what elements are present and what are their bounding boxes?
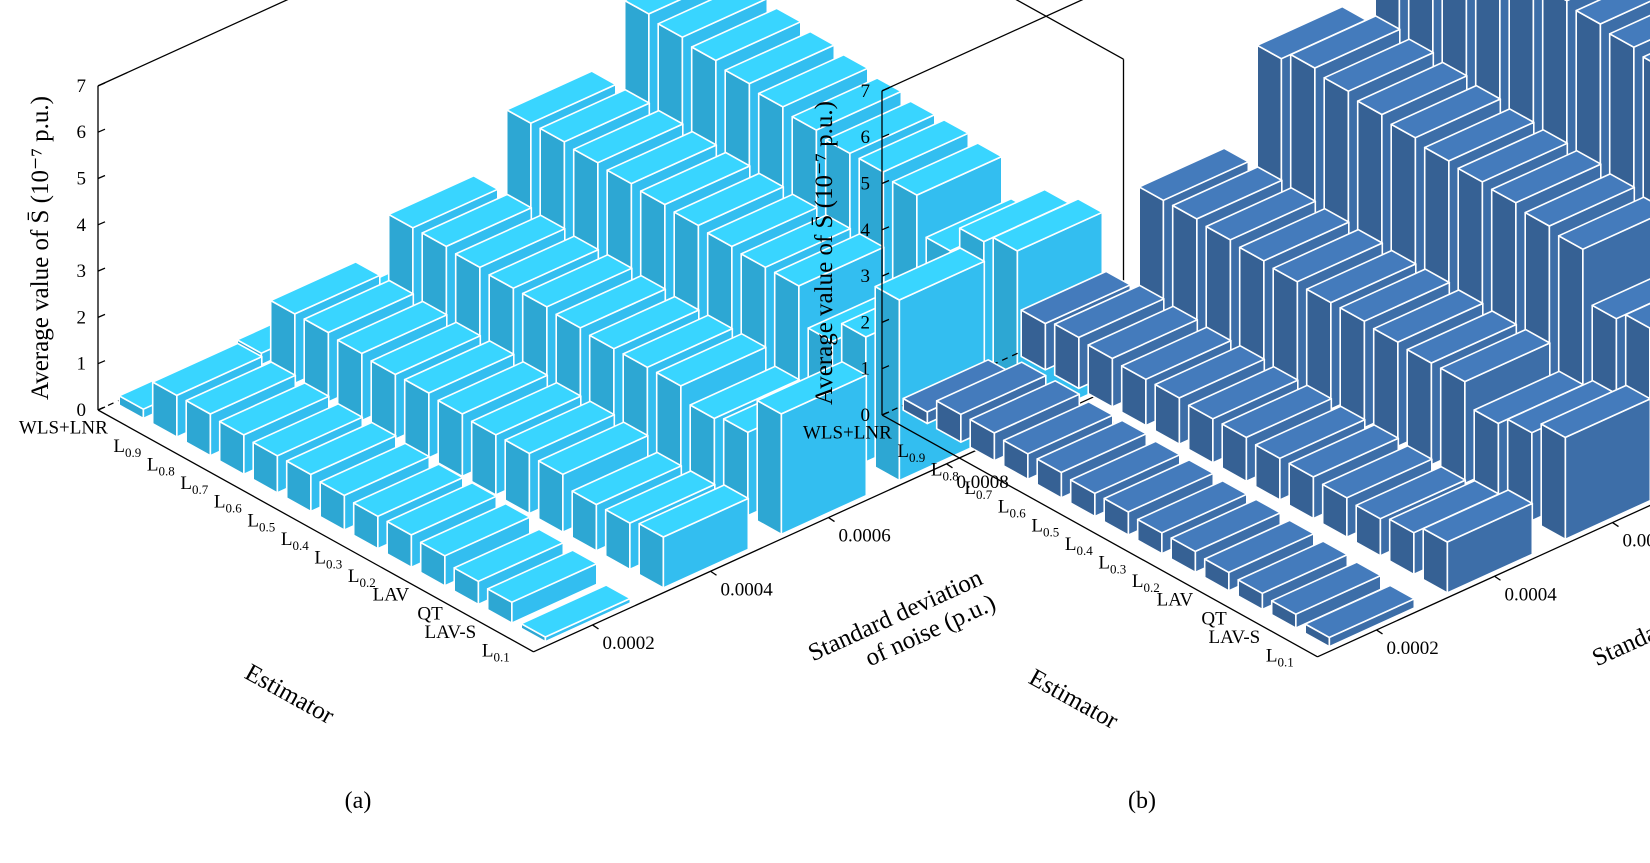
estimator-tick-label: WLS+LNR	[19, 417, 108, 438]
z-tick-mark	[98, 314, 105, 317]
z-tick-label: 4	[77, 215, 87, 236]
estimator-subscript: 0.5	[1043, 524, 1059, 539]
bar-side-face	[875, 287, 899, 481]
noise-tick-mark	[947, 464, 953, 468]
estimator-tick-label: L0.4	[281, 529, 309, 553]
bar-side-face	[1441, 368, 1465, 483]
noise-tick-label: 0.0006	[1623, 531, 1650, 552]
z-tick-label: 3	[861, 266, 871, 287]
noise-tick-mark	[1495, 576, 1501, 580]
estimator-tick-label: L0.5	[247, 510, 275, 534]
noise-tick-label: 0.0006	[839, 526, 891, 547]
bar-side-face	[757, 401, 781, 535]
z-axis-title: Average value of S̄ (10⁻⁷ p.u.)	[811, 101, 838, 405]
noise-tick-label: 0.0002	[1387, 638, 1439, 659]
noise-tick-label: 0.0004	[721, 579, 774, 600]
z-tick-label: 7	[861, 81, 871, 102]
estimator-tick-label: L0.6	[214, 492, 242, 516]
estimator-subscript: 0.7	[976, 487, 993, 502]
z-tick-label: 1	[861, 359, 871, 380]
z-tick-label: 7	[77, 76, 87, 97]
estimator-subscript: 0.9	[909, 450, 925, 465]
z-tick-label: 2	[861, 312, 871, 333]
z-tick-mark	[98, 407, 105, 410]
noise-tick-mark	[711, 571, 717, 575]
z-axis-title: Average value of S̄ (10⁻⁷ p.u.)	[27, 96, 54, 400]
estimator-tick-label: L0.8	[147, 455, 175, 479]
z-tick-label: 6	[77, 122, 87, 143]
estimator-subscript: 0.7	[192, 482, 209, 497]
noise-tick-label: 0.0004	[1505, 584, 1558, 605]
bar-side-face	[1541, 424, 1565, 539]
z-tick-label: 5	[861, 174, 871, 195]
estimator-tick-label: LAV	[373, 585, 410, 606]
estimator-subscript: 0.9	[125, 445, 141, 460]
estimator-subscript: 0.8	[159, 464, 175, 479]
estimator-subscript: 0.4	[293, 538, 310, 553]
z-tick-label: 5	[77, 169, 87, 190]
estimator-subscript: 0.1	[494, 650, 510, 665]
estimator-axis-title: Estimator	[240, 659, 339, 730]
estimator-axis-title: Estimator	[1024, 664, 1123, 735]
z-tick-mark	[98, 361, 105, 364]
estimator-subscript: 0.6	[226, 501, 243, 516]
z-tick-mark	[98, 129, 105, 132]
z-tick-mark	[98, 83, 105, 86]
bar	[875, 248, 984, 481]
estimator-tick-label: L0.6	[998, 497, 1026, 521]
z-tick-label: 2	[77, 307, 87, 328]
noise-tick-label: 0.0002	[603, 633, 655, 654]
estimator-tick-label: L0.8	[931, 460, 959, 484]
estimator-tick-label: WLS+LNR	[803, 422, 892, 443]
estimator-tick-label: LAV-S	[1209, 627, 1261, 648]
z-tick-mark	[98, 268, 105, 271]
noise-tick-mark	[1377, 630, 1383, 634]
estimator-tick-label: LAV	[1157, 590, 1194, 611]
estimator-tick-label: L0.3	[1098, 553, 1126, 577]
estimator-subscript: 0.4	[1077, 543, 1094, 558]
z-tick-label: 6	[861, 127, 871, 148]
estimator-subscript: 0.5	[259, 519, 275, 534]
estimator-subscript: 0.1	[1278, 655, 1294, 670]
estimator-tick-label: L0.2	[1132, 571, 1160, 595]
noise-axis-title-line1: Standard deviation	[1588, 569, 1650, 672]
estimator-tick-label: L0.9	[113, 436, 141, 460]
panel-caption: (b)	[1128, 788, 1156, 814]
estimator-tick-label: L0.7	[180, 473, 208, 497]
top-back-edge	[98, 0, 688, 86]
z-tick-label: 4	[861, 220, 871, 241]
estimator-subscript: 0.6	[1010, 506, 1027, 521]
estimator-subscript: 0.3	[326, 557, 342, 572]
estimator-tick-label: L0.1	[1266, 646, 1294, 670]
noise-tick-mark	[593, 625, 599, 629]
estimator-tick-label: LAV-S	[425, 622, 477, 643]
estimator-subscript: 0.3	[1110, 562, 1126, 577]
noise-tick-mark	[1613, 523, 1619, 527]
z-tick-mark	[98, 176, 105, 179]
panel-caption: (a)	[345, 788, 372, 814]
estimator-tick-label: L0.5	[1031, 515, 1059, 539]
noise-tick-mark	[829, 518, 835, 522]
estimator-tick-label: L0.1	[482, 641, 510, 665]
z-tick-mark	[98, 222, 105, 225]
estimator-subscript: 0.8	[943, 469, 959, 484]
estimator-tick-label: L0.4	[1065, 534, 1093, 558]
estimator-tick-label: L0.3	[314, 548, 342, 572]
z-tick-label: 3	[77, 261, 87, 282]
z-tick-label: 1	[77, 354, 87, 375]
estimator-tick-label: L0.2	[348, 566, 376, 590]
